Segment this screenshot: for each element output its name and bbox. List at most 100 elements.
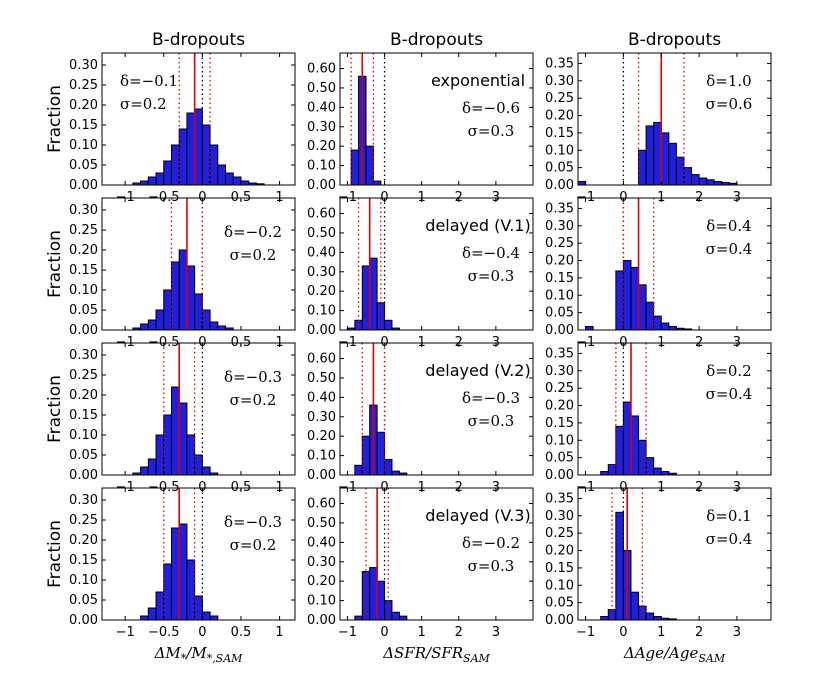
histogram-bar [147, 607, 157, 621]
histogram-bar [232, 176, 242, 186]
delta-annotation: δ=−0.3 [224, 368, 282, 386]
y-tick-label: 0.30 [545, 74, 574, 89]
y-tick-label: 0.20 [69, 533, 98, 548]
x-tick-label: 0.5 [231, 625, 252, 640]
histogram-bar [391, 611, 400, 621]
y-tick-label: 0.05 [545, 306, 574, 321]
histogram-bar [376, 580, 386, 621]
y-tick-label: 0.20 [545, 254, 574, 269]
histogram-bar [630, 266, 640, 331]
column-title: B-dropouts [628, 30, 721, 50]
y-tick-label: 0.15 [69, 263, 98, 278]
y-tick-label: 0.30 [307, 265, 336, 280]
histogram-bar [607, 464, 617, 476]
axes-frame [101, 487, 296, 621]
y-tick-label: 0.30 [69, 493, 98, 508]
y-tick-label: 0.25 [545, 91, 574, 106]
y-tick-label: 0.60 [307, 497, 336, 512]
y-tick-label: 0.00 [545, 323, 574, 338]
histogram-bar [615, 425, 624, 476]
y-tick-label: 0.20 [69, 388, 98, 403]
histogram-bar [163, 414, 172, 476]
sigma-annotation: σ=0.3 [468, 557, 515, 575]
histogram-bar [209, 321, 219, 331]
y-tick-label: 0.10 [545, 578, 574, 593]
histogram-bar [170, 386, 180, 476]
x-tick-label: −0.5 [148, 625, 180, 640]
y-tick-label: 0.00 [307, 323, 336, 338]
y-tick-label: 0.05 [69, 448, 98, 463]
y-tick-label: 0.20 [307, 574, 336, 589]
sigma-annotation: σ=0.2 [230, 391, 277, 409]
y-tick-label: 0.60 [307, 207, 336, 222]
model-label: delayed (V.1) [425, 216, 530, 235]
histogram-bar [361, 265, 371, 331]
y-tick-label: 0.10 [69, 573, 98, 588]
y-tick-label: 0.50 [307, 516, 336, 531]
y-tick-label: 0.10 [307, 594, 336, 609]
histogram-bar [713, 181, 723, 186]
histogram-bar [600, 616, 609, 621]
histogram-bar [622, 401, 632, 476]
y-tick-label: 0.30 [545, 364, 574, 379]
y-tick-label: 0.05 [545, 161, 574, 176]
histogram-bar [186, 265, 196, 331]
model-label: exponential [431, 71, 525, 90]
histogram-bar [186, 559, 196, 621]
y-tick-label: 0.15 [545, 416, 574, 431]
histogram-bar [217, 164, 227, 186]
histogram-bar [147, 319, 157, 331]
y-tick-label: 0.00 [69, 323, 98, 338]
histogram-bar [140, 180, 149, 186]
y-axis-label: Fraction [45, 85, 65, 153]
y-tick-label: 0.40 [307, 535, 336, 550]
y-tick-label: 0.60 [307, 62, 336, 77]
y-tick-label: 0.00 [545, 178, 574, 193]
y-tick-label: 0.35 [545, 346, 574, 361]
histogram-bar [660, 471, 670, 476]
histogram-bar [615, 511, 624, 621]
histogram-bar [398, 615, 408, 621]
axes-frame [577, 197, 772, 331]
sigma-annotation: σ=0.6 [706, 95, 753, 113]
y-tick-label: 0.35 [545, 491, 574, 506]
histogram-bar [354, 615, 363, 621]
histogram-bar [698, 177, 708, 186]
y-tick-label: 0.00 [69, 613, 98, 628]
x-tick-label: 0 [380, 625, 388, 640]
histogram-bar [653, 121, 662, 186]
y-tick-label: 0.00 [69, 468, 98, 483]
sigma-annotation: σ=0.4 [706, 240, 753, 258]
histogram-bar [384, 458, 393, 476]
model-label: delayed (V.2) [425, 361, 530, 380]
panel-1-0: −1 −0.5 0 0.5 10.000.050.100.150.200.250.30δ… [69, 197, 296, 350]
histogram-bar [645, 457, 655, 476]
histogram-bar [653, 315, 662, 331]
delta-annotation: δ=−0.4 [462, 244, 520, 262]
y-tick-label: 0.10 [307, 449, 336, 464]
histogram-bar [668, 326, 677, 331]
histogram-bar [630, 591, 640, 621]
model-label: delayed (V.3) [425, 506, 530, 525]
panel-3-2: −1 0 1 2 3 0.00 0.05 0.10 0.15 0.20 0.25 0.30 0.35 δ=… [545, 487, 772, 640]
delta-annotation: δ=−0.2 [462, 534, 520, 552]
y-tick-label: 0.30 [545, 509, 574, 524]
x-tick-label: −1 [116, 625, 135, 640]
y-tick-label: 0.10 [545, 143, 574, 158]
y-tick-label: 0.00 [69, 178, 98, 193]
histogram-bar [600, 471, 609, 476]
y-tick-label: 0.40 [307, 390, 336, 405]
delta-annotation: δ=0.4 [706, 217, 751, 235]
y-axis-label: Fraction [45, 230, 65, 298]
x-axis-label: ΔM*/M*,SAM [154, 644, 244, 665]
sigma-annotation: σ=0.3 [468, 412, 515, 430]
y-tick-label: 0.30 [69, 58, 98, 73]
histogram-bar [194, 595, 203, 621]
y-tick-label: 0.30 [307, 555, 336, 570]
histogram-bar [140, 615, 149, 621]
histogram-bar [147, 176, 157, 186]
column-title: B-dropouts [390, 30, 483, 50]
histogram-bar [201, 466, 211, 476]
histogram-bar [163, 563, 172, 621]
